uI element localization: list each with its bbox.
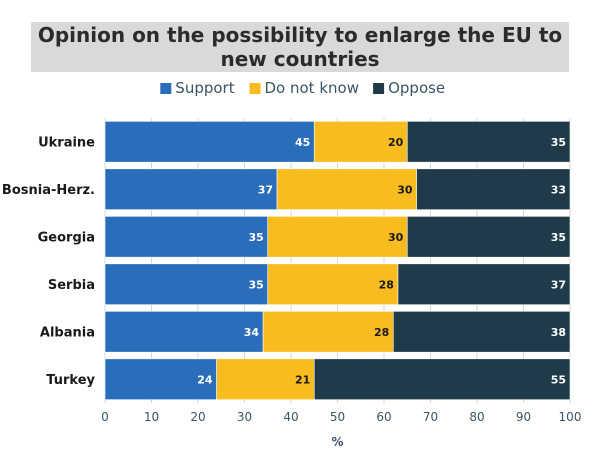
x-axis-label: % xyxy=(331,435,343,449)
bar-ukraine-do-not-know xyxy=(313,121,408,163)
bar-georgia-oppose xyxy=(406,216,571,258)
legend-swatch-oppose xyxy=(373,83,385,94)
legend-label-oppose: Oppose xyxy=(388,79,445,97)
bar-albania-do-not-know xyxy=(262,311,394,353)
data-label-serbia-do-not-know: 28 xyxy=(379,278,394,291)
bars: Ukraine 45 20 35 Bosnia-Herz. 37 30 33 Georgia 35… xyxy=(2,121,571,400)
x-tick-label-0: 0 xyxy=(101,410,109,424)
bar-turkey-support xyxy=(104,358,217,400)
data-label-serbia-support: 35 xyxy=(248,278,263,291)
data-label-georgia-oppose: 35 xyxy=(551,231,566,244)
bar-bosnia-herz-oppose xyxy=(416,168,571,210)
data-label-bosnia-herz-do-not-know: 30 xyxy=(397,183,413,196)
data-label-georgia-support: 35 xyxy=(248,231,263,244)
x-tick-label-20: 20 xyxy=(190,410,205,424)
chart-title: Opinion on the possibility to enlarge th… xyxy=(31,22,569,72)
bar-ukraine-oppose xyxy=(406,121,571,163)
x-tick-label-50: 50 xyxy=(330,410,345,424)
category-label-bosnia-herz: Bosnia-Herz. xyxy=(2,183,95,198)
bar-turkey-do-not-know xyxy=(216,358,315,400)
category-label-turkey: Turkey xyxy=(46,373,95,388)
bar-albania-oppose xyxy=(392,311,571,353)
bar-georgia-do-not-know xyxy=(267,216,408,258)
legend-label-do-not-know: Do not know xyxy=(265,79,359,97)
title-wrap: Opinion on the possibility to enlarge th… xyxy=(0,22,600,72)
x-tick-label-10: 10 xyxy=(144,410,159,424)
x-tick-label-80: 80 xyxy=(469,410,484,424)
x-tick-label-100: 100 xyxy=(559,410,582,424)
data-label-serbia-oppose: 37 xyxy=(551,278,566,291)
legend-label-support: Support xyxy=(175,79,234,97)
category-label-serbia: Serbia xyxy=(48,278,95,293)
data-label-albania-support: 34 xyxy=(244,326,260,339)
bar-serbia-support xyxy=(104,263,269,305)
data-label-turkey-support: 24 xyxy=(197,373,213,386)
legend: Support Do not know Oppose xyxy=(160,79,445,97)
bar-bosnia-herz-support xyxy=(104,168,278,210)
bar-ukraine-support xyxy=(104,121,315,163)
x-grid: 0 10 20 30 40 50 60 70 80 90 100 xyxy=(101,118,581,424)
data-label-georgia-do-not-know: 30 xyxy=(388,231,404,244)
bar-georgia-support xyxy=(104,216,269,258)
data-label-turkey-oppose: 55 xyxy=(551,373,566,386)
data-label-ukraine-support: 45 xyxy=(295,136,310,149)
x-tick-label-60: 60 xyxy=(376,410,391,424)
bar-serbia-oppose xyxy=(397,263,571,305)
legend-swatch-do-not-know xyxy=(249,83,261,94)
data-label-turkey-do-not-know: 21 xyxy=(295,373,310,386)
bar-turkey-oppose xyxy=(313,358,571,400)
x-tick-label-40: 40 xyxy=(283,410,298,424)
x-tick-label-90: 90 xyxy=(516,410,531,424)
data-label-ukraine-do-not-know: 20 xyxy=(388,136,404,149)
data-label-albania-do-not-know: 28 xyxy=(374,326,389,339)
category-label-albania: Albania xyxy=(40,325,95,340)
legend-swatch-support xyxy=(160,83,172,94)
x-tick-label-70: 70 xyxy=(423,410,438,424)
x-tick-label-30: 30 xyxy=(237,410,252,424)
data-label-albania-oppose: 38 xyxy=(551,326,566,339)
bar-bosnia-herz-do-not-know xyxy=(276,168,417,210)
category-label-georgia: Georgia xyxy=(38,230,95,245)
category-label-ukraine: Ukraine xyxy=(38,135,95,150)
data-label-bosnia-herz-oppose: 33 xyxy=(551,183,566,196)
data-label-bosnia-herz-support: 37 xyxy=(258,183,273,196)
bar-albania-support xyxy=(104,311,264,353)
data-label-ukraine-oppose: 35 xyxy=(551,136,566,149)
